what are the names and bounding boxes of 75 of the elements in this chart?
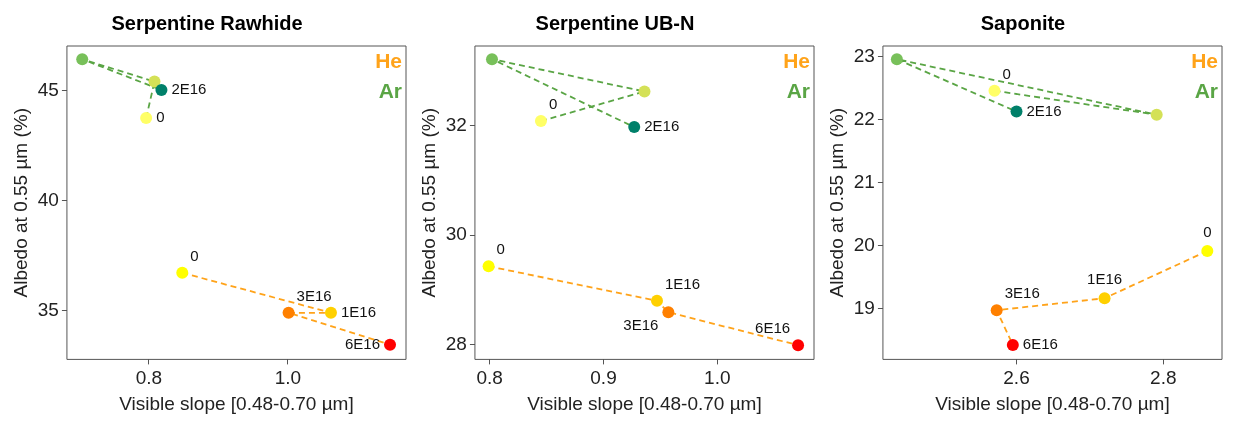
annotation: 2E16	[1026, 101, 1062, 119]
point	[1098, 292, 1111, 305]
x-tick-label: 0.8	[476, 367, 503, 389]
annotation: 6E16	[755, 319, 791, 337]
y-tick-label: 22	[853, 108, 875, 130]
annotation: 6E16	[1022, 335, 1058, 353]
text: Ar	[786, 79, 810, 103]
x-axis-title: Visible slope [0.48-0.70 µm]	[119, 392, 354, 414]
point	[662, 306, 675, 319]
y-tick-label: 20	[853, 234, 875, 256]
x-tick-label: 1.0	[704, 367, 731, 389]
point	[482, 260, 495, 273]
point	[650, 294, 663, 307]
text: Ar	[378, 79, 402, 103]
point	[282, 306, 295, 319]
x-axis-title: Visible slope [0.48-0.70 µm]	[935, 392, 1170, 414]
annotation: 0	[1002, 64, 1011, 82]
x-tick-label: 1.0	[274, 367, 302, 389]
point	[1010, 105, 1023, 118]
y-axis-title: Albedo at 0.55 µm (%)	[825, 107, 847, 298]
y-tick-label: 45	[37, 78, 59, 100]
text: He	[375, 49, 402, 73]
annotation: 1E16	[340, 302, 377, 320]
point	[76, 53, 89, 66]
annotation: 6E16	[344, 334, 381, 352]
y-tick-label: 23	[853, 44, 875, 66]
point	[486, 53, 498, 66]
point	[140, 112, 153, 125]
point	[990, 304, 1003, 317]
annotation: 2E16	[171, 80, 207, 98]
point	[628, 121, 641, 134]
annotation: 0	[156, 108, 165, 126]
annotation: 1E16	[664, 274, 701, 292]
point	[155, 83, 168, 96]
x-tick-label: 2.8	[1150, 367, 1177, 389]
point	[1150, 108, 1163, 121]
text: He	[1191, 49, 1218, 73]
series-label: Ar	[1194, 79, 1218, 103]
x-tick-label: 0.8	[135, 367, 163, 389]
point	[792, 339, 805, 352]
point	[1201, 244, 1214, 257]
point	[534, 115, 547, 128]
y-axis-title: Albedo at 0.55 µm (%)	[417, 107, 439, 298]
annotation: 3E16	[623, 316, 659, 334]
y-tick-label: 30	[445, 223, 467, 245]
annotation: 0	[496, 240, 505, 258]
annotation: 3E16	[1004, 284, 1040, 302]
y-tick-label: 21	[853, 171, 875, 193]
point	[1006, 338, 1019, 351]
point	[638, 85, 651, 98]
point	[988, 84, 1001, 97]
annotation: 2E16	[644, 117, 680, 135]
chart-title: Serpentine UB-N	[535, 11, 695, 34]
y-tick-label: 32	[445, 113, 467, 135]
point	[384, 338, 397, 351]
x-tick-label: 2.6	[1003, 367, 1030, 389]
point	[176, 266, 189, 279]
chart-title: Serpentine Rawhide	[111, 11, 303, 34]
y-tick-label: 40	[37, 188, 59, 210]
point	[148, 75, 161, 88]
point	[890, 53, 903, 66]
annotation: 1E16	[1087, 270, 1123, 288]
y-axis-title: Albedo at 0.55 µm (%)	[9, 107, 31, 298]
chart-title: Saponite	[980, 11, 1066, 34]
x-tick-label: 0.9	[590, 367, 617, 389]
annotation: 0	[190, 246, 199, 264]
y-tick-label: 35	[37, 298, 59, 320]
y-tick-label: 28	[445, 332, 467, 354]
annotation: 0	[548, 95, 558, 113]
point	[324, 306, 337, 319]
annotation: 3E16	[296, 286, 332, 304]
x-axis-title: Visible slope [0.48-0.70 µm]	[527, 392, 762, 414]
text: He	[783, 49, 810, 73]
annotation: 0	[1203, 223, 1212, 241]
y-tick-label: 19	[853, 297, 875, 319]
